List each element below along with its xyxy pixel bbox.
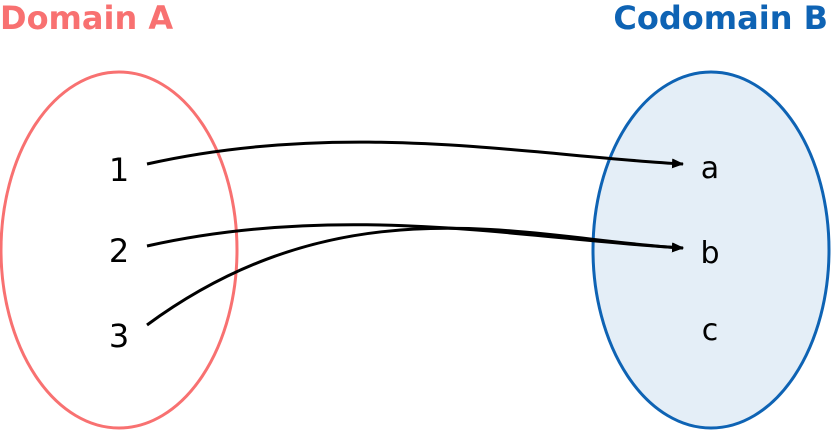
domain-element: 1 [109,151,129,189]
codomain-title: Codomain B [613,0,828,37]
codomain-element: b [700,236,719,271]
domain-title: Domain A [0,0,174,37]
codomain-element: a [701,151,719,186]
mapping-arrow-3-b [146,226,684,327]
domain-element: 3 [109,317,129,355]
mapping-arrows [146,140,684,327]
domain-element: 2 [109,232,129,270]
domain-ellipse [0,70,239,430]
mapping-arrow-1-a [146,140,684,169]
codomain-element: c [702,313,719,348]
